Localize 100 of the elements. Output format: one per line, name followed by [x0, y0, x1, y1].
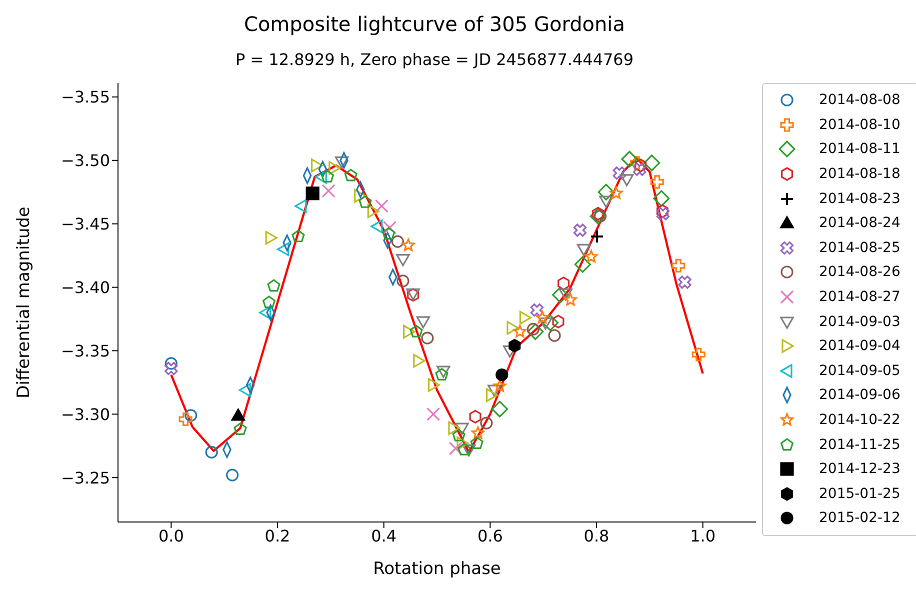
point — [436, 366, 450, 378]
legend-label: 2014-08-18 — [819, 166, 900, 182]
point — [306, 186, 320, 200]
point — [632, 162, 646, 176]
point — [480, 416, 493, 430]
point — [367, 204, 380, 218]
point — [513, 324, 526, 338]
legend-label: 2014-09-04 — [819, 338, 900, 354]
point — [421, 332, 434, 344]
y-tick-label: −3.35 — [60, 341, 110, 360]
point — [267, 279, 280, 292]
point — [396, 274, 410, 288]
y-tick-label: −3.45 — [60, 214, 110, 234]
point — [265, 230, 278, 245]
point — [630, 156, 644, 170]
point — [416, 316, 430, 328]
point — [573, 224, 587, 237]
legend-label: 2014-09-05 — [819, 362, 900, 379]
point — [548, 329, 561, 342]
point — [610, 186, 623, 200]
point — [530, 304, 544, 317]
point — [294, 199, 307, 213]
point — [574, 256, 591, 273]
point — [599, 196, 613, 208]
point — [226, 468, 239, 482]
point — [634, 158, 647, 172]
point — [413, 354, 426, 368]
y-tick-label: −3.30 — [60, 404, 110, 424]
point — [456, 436, 469, 450]
point — [164, 362, 178, 376]
x-tick-label: 0.4 — [371, 526, 397, 546]
legend-label: 2014-08-10 — [819, 116, 900, 133]
point — [508, 338, 521, 352]
point — [584, 250, 598, 262]
point — [527, 323, 544, 340]
x-axis-title: Rotation phase — [373, 559, 501, 579]
x-tick-label: 0.6 — [477, 526, 503, 546]
point — [653, 190, 670, 207]
point — [178, 412, 192, 426]
point — [612, 166, 626, 180]
point — [184, 409, 198, 422]
point — [650, 175, 664, 189]
point — [590, 208, 606, 225]
legend-label: 2014-08-26 — [819, 264, 900, 280]
point — [672, 258, 686, 273]
chart-subtitle: P = 12.8929 h, Zero phase = JD 2456877.444769 — [234, 50, 635, 69]
point — [552, 286, 569, 304]
point — [428, 378, 440, 392]
point — [496, 368, 508, 382]
point — [277, 242, 290, 256]
point — [344, 168, 358, 182]
y-axis-title: Differential magnitude — [14, 206, 34, 398]
point — [692, 348, 706, 362]
y-tick-label: −3.50 — [60, 151, 110, 170]
point — [426, 407, 440, 421]
point — [469, 410, 482, 424]
point — [234, 422, 247, 436]
legend-label: 2015-02-12 — [819, 510, 900, 526]
point — [542, 314, 559, 332]
point — [488, 384, 502, 397]
legend-label: 2014-08-27 — [819, 289, 900, 306]
legend-label: 2014-08-11 — [819, 141, 900, 158]
y-tick-label: −3.40 — [60, 278, 110, 297]
point — [458, 442, 471, 456]
legend-label: 2014-12-23 — [819, 461, 900, 478]
chart-title: Composite lightcurve of 305 Gordonia — [242, 12, 626, 36]
point — [231, 408, 246, 421]
point — [396, 254, 410, 266]
legend-label: 2014-08-25 — [819, 240, 900, 256]
point — [558, 276, 570, 290]
legend-label: 2014-08-24 — [819, 215, 900, 232]
x-tick-label: 0.8 — [584, 526, 610, 546]
point — [621, 150, 638, 168]
point — [536, 310, 549, 324]
point — [678, 276, 692, 289]
point — [370, 220, 383, 234]
point — [598, 184, 614, 200]
point — [576, 244, 591, 256]
point — [164, 357, 178, 370]
point — [470, 436, 484, 449]
point — [311, 158, 324, 172]
point — [656, 207, 670, 220]
legend-label: 2014-08-23 — [819, 190, 900, 207]
point — [462, 444, 476, 456]
x-tick-label: 0.2 — [264, 526, 290, 546]
point — [391, 235, 404, 248]
legend-label: 2015-01-25 — [819, 486, 900, 502]
point — [558, 288, 573, 300]
point — [374, 199, 389, 213]
point — [322, 184, 336, 198]
point — [435, 368, 448, 380]
point — [259, 306, 272, 320]
point — [620, 174, 634, 186]
legend-label: 2014-09-03 — [819, 314, 900, 330]
point — [506, 321, 519, 335]
point — [334, 156, 349, 168]
point — [590, 230, 604, 244]
point — [292, 230, 305, 242]
point — [402, 238, 415, 252]
point — [448, 421, 460, 435]
